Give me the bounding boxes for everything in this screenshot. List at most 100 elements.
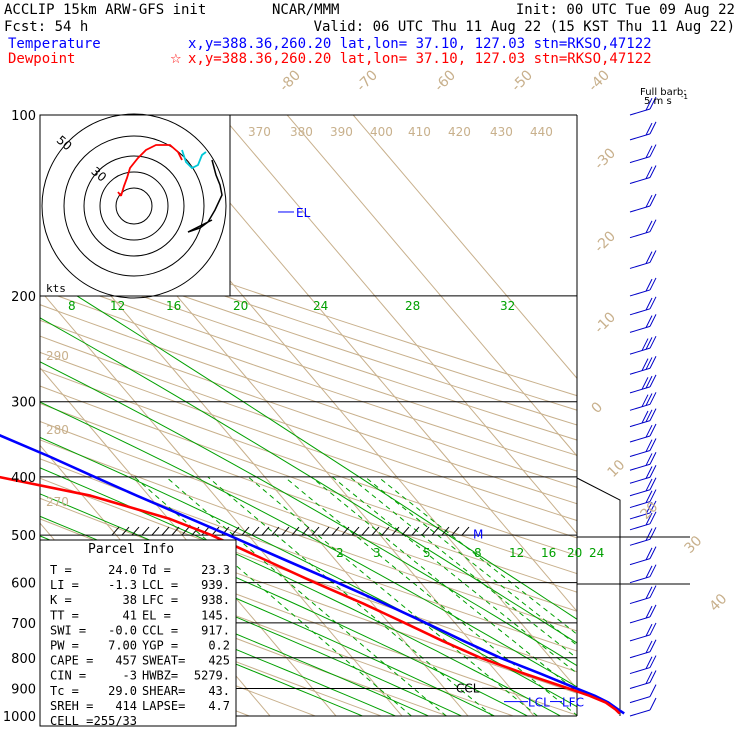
wind-barb-flag bbox=[645, 97, 653, 111]
mixing-ratio-label: 12 bbox=[509, 546, 524, 560]
parcel-row-key: CCL = bbox=[142, 623, 178, 637]
barb-key-superscript: -1 bbox=[681, 93, 688, 101]
dry-adiabat-line bbox=[40, 385, 577, 575]
moist-adiabat-line bbox=[40, 401, 577, 688]
wind-barb-staff bbox=[629, 667, 651, 675]
mixing-ratio-label: 12 bbox=[110, 299, 125, 313]
wind-barb-flag bbox=[645, 166, 653, 179]
header: ACCLIP 15km ARW-GFS init NCAR/MMM Init: … bbox=[4, 2, 735, 107]
hodograph-unit-label: kts bbox=[46, 282, 66, 295]
mixing-ratio-line bbox=[207, 476, 493, 716]
wind-barb-flag bbox=[645, 393, 653, 406]
wind-barb-staff bbox=[629, 325, 651, 333]
dry-adiabat-line bbox=[40, 351, 577, 539]
theta-e-left-label: 290 bbox=[46, 349, 69, 363]
wind-barb-flag bbox=[649, 655, 657, 668]
theta-e-left-label: 280 bbox=[46, 423, 69, 437]
parcel-row-key: LFC = bbox=[142, 593, 178, 607]
hatch-mark bbox=[331, 526, 340, 536]
dry-adiabat-line bbox=[40, 584, 382, 716]
parcel-row-value: 23.3 bbox=[201, 563, 230, 577]
wind-barb-flag bbox=[645, 409, 653, 423]
hatch-mark bbox=[461, 526, 470, 536]
wind-barb-flag bbox=[645, 439, 653, 452]
wind-barbs bbox=[576, 96, 690, 717]
wind-barb-flag bbox=[649, 477, 657, 490]
parcel-row-value: 41 bbox=[123, 608, 137, 622]
parcel-row-key: EL = bbox=[142, 608, 171, 622]
level-markers: EL M CCL LCL LFC bbox=[278, 206, 584, 710]
wind-barb-flag bbox=[649, 684, 657, 697]
mixing-ratio-label: 28 bbox=[405, 299, 420, 313]
pressure-tick-label: 800 bbox=[11, 652, 36, 667]
parcel-row-key: PW = bbox=[50, 639, 79, 653]
pressure-tick-label: 100 bbox=[11, 109, 36, 124]
parcel-row-key: Td = bbox=[142, 563, 171, 577]
isotherm-line bbox=[154, 115, 577, 613]
mixing-ratio-label: 20 bbox=[233, 299, 248, 313]
wind-barb-staff bbox=[629, 386, 651, 394]
ccl-label: CCL bbox=[456, 681, 480, 695]
wind-barb-flag bbox=[641, 338, 649, 351]
hatch-mark bbox=[291, 526, 300, 536]
wind-barb-flag bbox=[649, 697, 657, 711]
parcel-row-value: 43. bbox=[208, 684, 230, 698]
hatch-mark bbox=[301, 526, 310, 536]
parcel-row-value: 0.2 bbox=[208, 639, 230, 653]
isotherm-line bbox=[0, 115, 6, 716]
wind-barb-staff bbox=[629, 709, 651, 717]
wind-barb-flag bbox=[645, 278, 653, 292]
moist-adiabat-line bbox=[40, 317, 577, 644]
parcel-row-value: 5279. bbox=[194, 669, 230, 683]
wind-barb-staff bbox=[629, 634, 651, 642]
hodograph-ring-20 bbox=[99, 171, 169, 241]
wind-barb-flag bbox=[649, 564, 657, 577]
wind-barb-staff bbox=[629, 205, 651, 213]
wind-barb-flag bbox=[649, 423, 657, 437]
mixing-ratio-label: 5 bbox=[423, 546, 431, 560]
wind-barb-staff bbox=[629, 597, 651, 605]
parcel-row-key: SREH = bbox=[50, 699, 93, 713]
moist-adiabat-line bbox=[40, 583, 363, 716]
wind-barb-flag bbox=[645, 586, 653, 599]
parcel-row-value: -0.0 bbox=[108, 623, 137, 637]
parcel-row-key: HWBZ= bbox=[142, 669, 178, 683]
isotherm-line bbox=[286, 115, 577, 457]
hatch-mark bbox=[251, 526, 260, 536]
wind-barb-flag bbox=[645, 656, 653, 670]
wind-barb-flag bbox=[649, 489, 657, 502]
hatch-mark bbox=[361, 526, 370, 536]
parcel-row-key: LCL = bbox=[142, 578, 178, 592]
dry-adiabat-line bbox=[40, 319, 577, 505]
mixing-ratio-label: 24 bbox=[313, 299, 328, 313]
parcel-row-key: T = bbox=[50, 563, 72, 577]
mixing-ratio-label: 20 bbox=[567, 546, 582, 560]
moist-adiabat-line bbox=[40, 467, 561, 716]
isotherm-line bbox=[88, 115, 577, 690]
parcel-row-value: 145. bbox=[201, 608, 230, 622]
theta-e-label: 380 bbox=[290, 125, 313, 139]
dry-adiabat-line bbox=[40, 458, 577, 652]
wind-barb-staff bbox=[629, 523, 651, 531]
wind-barb-flag bbox=[649, 408, 657, 421]
legend-dewpoint-info: x,y=388.36,260.20 lat,lon= 37.10, 127.03… bbox=[188, 51, 652, 67]
hatch-mark bbox=[141, 526, 150, 536]
hatch-mark bbox=[131, 526, 140, 536]
wind-barb-flag bbox=[649, 511, 657, 525]
hatch-mark bbox=[341, 526, 350, 536]
right-boundary-line bbox=[576, 477, 621, 716]
hatch-mark bbox=[431, 526, 440, 536]
wind-barb-flag bbox=[645, 194, 653, 208]
hodograph-ring-30 bbox=[83, 155, 185, 257]
wind-barb-flag bbox=[645, 565, 653, 579]
hatch-mark bbox=[391, 526, 400, 536]
wind-barb-staff bbox=[629, 538, 651, 546]
wind-barb-flag bbox=[649, 392, 657, 405]
hatch-mark bbox=[411, 526, 420, 536]
legend-temperature-info: x,y=388.36,260.20 lat,lon= 37.10, 127.03… bbox=[188, 36, 652, 52]
theta-e-label: 430 bbox=[490, 125, 513, 139]
mixing-ratio-label: 16 bbox=[541, 546, 556, 560]
dry-adiabat-label: 20 bbox=[638, 499, 662, 523]
wind-barb-staff bbox=[629, 435, 651, 443]
